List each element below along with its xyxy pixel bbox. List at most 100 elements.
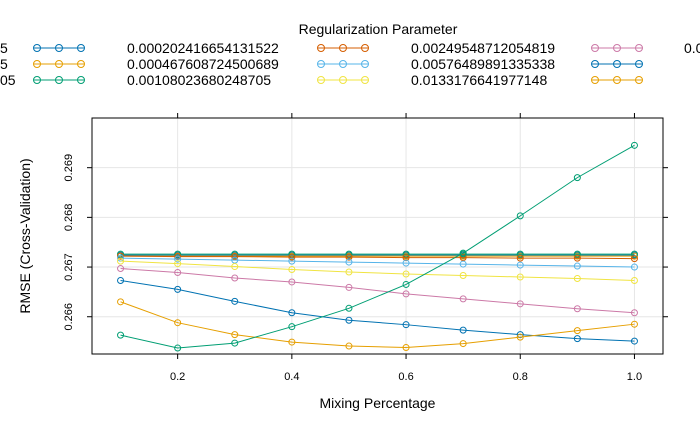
- legend-key-point: [77, 44, 85, 52]
- legend-key-point: [591, 44, 599, 52]
- legend-key: [591, 60, 643, 68]
- data-point: [345, 283, 353, 291]
- series: [117, 252, 638, 263]
- legend-key-point: [591, 60, 599, 68]
- data-point: [117, 331, 125, 339]
- series: [117, 298, 638, 352]
- legend-label: 0.0: [684, 40, 700, 56]
- data-point: [174, 319, 182, 327]
- data-point: [516, 254, 524, 262]
- data-point: [516, 300, 524, 308]
- series-line: [120, 301, 635, 349]
- series: [117, 141, 638, 352]
- data-point: [516, 252, 524, 260]
- legend-key-point: [635, 60, 643, 68]
- data-point: [516, 261, 524, 269]
- data-point: [516, 331, 524, 339]
- data-point: [231, 263, 239, 271]
- legend-key-point: [361, 44, 369, 52]
- plot-frame: [91, 117, 664, 355]
- data-point: [516, 273, 524, 281]
- data-point: [630, 255, 638, 263]
- data-point: [459, 271, 467, 279]
- data-point: [402, 290, 410, 298]
- y-tick-label: 0.268: [63, 204, 75, 232]
- y-axis-title: RMSE (Cross-Validation): [17, 158, 33, 313]
- data-point: [459, 295, 467, 303]
- data-point: [174, 344, 182, 352]
- legend-key-point: [317, 60, 325, 68]
- legend-key-point: [55, 44, 63, 52]
- legend-key: [33, 44, 85, 52]
- legend-key-point: [33, 44, 41, 52]
- legend-key-point: [33, 76, 41, 84]
- data-point: [174, 253, 182, 261]
- data-point: [117, 265, 125, 273]
- legend-key: [591, 44, 643, 52]
- data-point: [402, 321, 410, 329]
- data-point: [288, 257, 296, 265]
- legend-key-point: [591, 76, 599, 84]
- data-point: [288, 323, 296, 331]
- legend-key-point: [339, 60, 347, 68]
- data-point: [573, 254, 581, 262]
- legend: Regularization Parameter 55050.000202416…: [0, 21, 700, 88]
- legend-key-point: [339, 76, 347, 84]
- legend-key-point: [613, 60, 621, 68]
- x-axis-title: Mixing Percentage: [320, 395, 436, 411]
- legend-key-point: [77, 60, 85, 68]
- data-point: [288, 266, 296, 274]
- legend-key-point: [361, 76, 369, 84]
- legend-key-point: [77, 76, 85, 84]
- y-tick-label: 0.266: [63, 303, 75, 331]
- data-point: [516, 250, 524, 258]
- series-line: [120, 144, 635, 349]
- data-point: [573, 174, 581, 182]
- data-point: [402, 344, 410, 352]
- data-point: [231, 331, 239, 339]
- legend-key-point: [55, 60, 63, 68]
- legend-label: 5: [0, 56, 8, 72]
- data-point: [345, 253, 353, 261]
- legend-label: 05: [0, 72, 16, 88]
- legend-key: [591, 76, 643, 84]
- data-point: [117, 250, 125, 258]
- data-point: [459, 260, 467, 268]
- series-line: [120, 257, 635, 268]
- legend-label: 0.000202416654131522: [127, 40, 279, 56]
- legend-key: [317, 60, 369, 68]
- data-point: [459, 249, 467, 257]
- data-point: [402, 270, 410, 278]
- series-line: [120, 260, 635, 281]
- legend-label: 0.000467608724500689: [127, 56, 279, 72]
- data-point: [345, 304, 353, 312]
- series-line: [120, 279, 635, 342]
- data-point: [117, 298, 125, 306]
- data-point: [573, 327, 581, 335]
- data-point: [630, 320, 638, 328]
- data-point: [231, 339, 239, 347]
- legend-key-point: [33, 60, 41, 68]
- legend-label: 5: [0, 40, 8, 56]
- legend-key-point: [613, 44, 621, 52]
- x-tick-label: 1.0: [627, 371, 642, 383]
- data-point: [345, 258, 353, 266]
- data-point: [402, 254, 410, 262]
- series: [117, 254, 638, 271]
- data-point: [174, 269, 182, 277]
- data-point: [174, 260, 182, 268]
- legend-key-point: [55, 76, 63, 84]
- x-tick-label: 0.8: [513, 371, 528, 383]
- legend-key: [33, 76, 85, 84]
- legend-key: [33, 60, 85, 68]
- data-point: [573, 262, 581, 270]
- data-point: [345, 316, 353, 324]
- data-point: [117, 252, 125, 260]
- legend-key-point: [613, 76, 621, 84]
- data-point: [516, 333, 524, 341]
- data-point: [573, 335, 581, 343]
- legend-label: 0.00108023680248705: [127, 72, 271, 88]
- data-point: [630, 252, 638, 260]
- data-point: [231, 274, 239, 282]
- data-point: [630, 263, 638, 271]
